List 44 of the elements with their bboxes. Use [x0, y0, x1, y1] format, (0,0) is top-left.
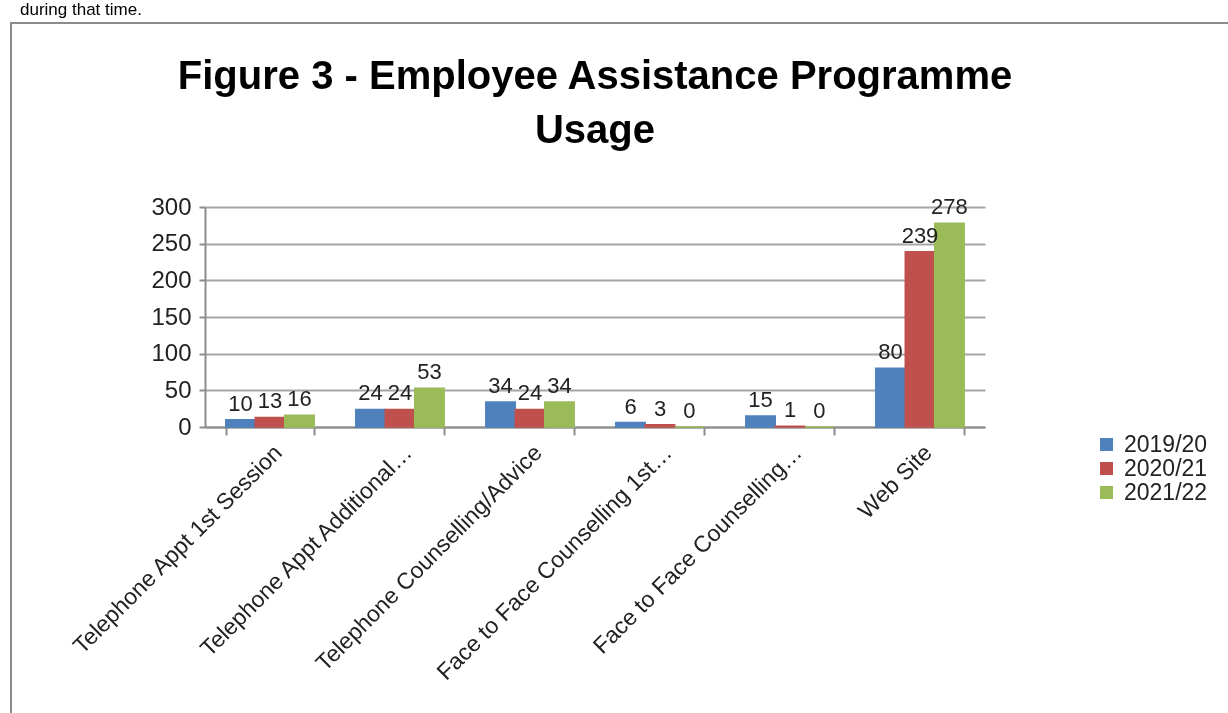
y-tick-label: 0: [178, 412, 192, 440]
data-label: 6: [624, 393, 637, 419]
legend-label: 2021/22: [1124, 478, 1208, 505]
data-label: 34: [488, 373, 513, 399]
data-label: 24: [517, 380, 543, 406]
y-tick-label: 50: [164, 375, 192, 403]
data-label: 53: [417, 359, 442, 385]
bar: [384, 408, 416, 428]
data-label: 80: [878, 339, 903, 365]
data-label: 1: [783, 397, 797, 423]
y-tick-label: 100: [151, 339, 192, 367]
bar: [485, 401, 517, 428]
bar: [413, 387, 445, 428]
legend-label: 2020/21: [1124, 454, 1208, 481]
data-label: 0: [683, 398, 696, 423]
data-label: 34: [547, 373, 572, 399]
bar: [543, 401, 575, 428]
bar: [615, 421, 647, 428]
data-label: 278: [931, 194, 968, 220]
data-label: 24: [387, 380, 413, 406]
data-label: 24: [358, 380, 383, 406]
bar: [225, 418, 257, 428]
legend-label: 2019/20: [1124, 430, 1208, 457]
x-tick-label: Web Site: [852, 439, 937, 524]
bar: [283, 414, 315, 428]
bar: [745, 415, 777, 428]
bar: [254, 416, 286, 428]
bar: [875, 367, 907, 428]
y-tick-label: 300: [151, 192, 192, 220]
chart-title: Figure 3 - Employee Assistance Programme Usage: [177, 53, 1013, 151]
bar: [644, 424, 676, 428]
text: during that time.: [20, 0, 142, 19]
y-tick-label: 250: [151, 229, 192, 257]
y-tick-label: 200: [151, 265, 192, 293]
data-label: 16: [287, 386, 312, 412]
bar: [904, 250, 936, 428]
y-tick-label: 150: [151, 302, 192, 330]
data-label: 10: [228, 390, 253, 416]
data-label: 13: [257, 388, 283, 414]
bar: [514, 408, 546, 428]
data-label: 3: [653, 395, 667, 421]
bar: [355, 408, 387, 428]
data-label: 15: [748, 387, 773, 412]
data-label: 0: [813, 398, 826, 423]
